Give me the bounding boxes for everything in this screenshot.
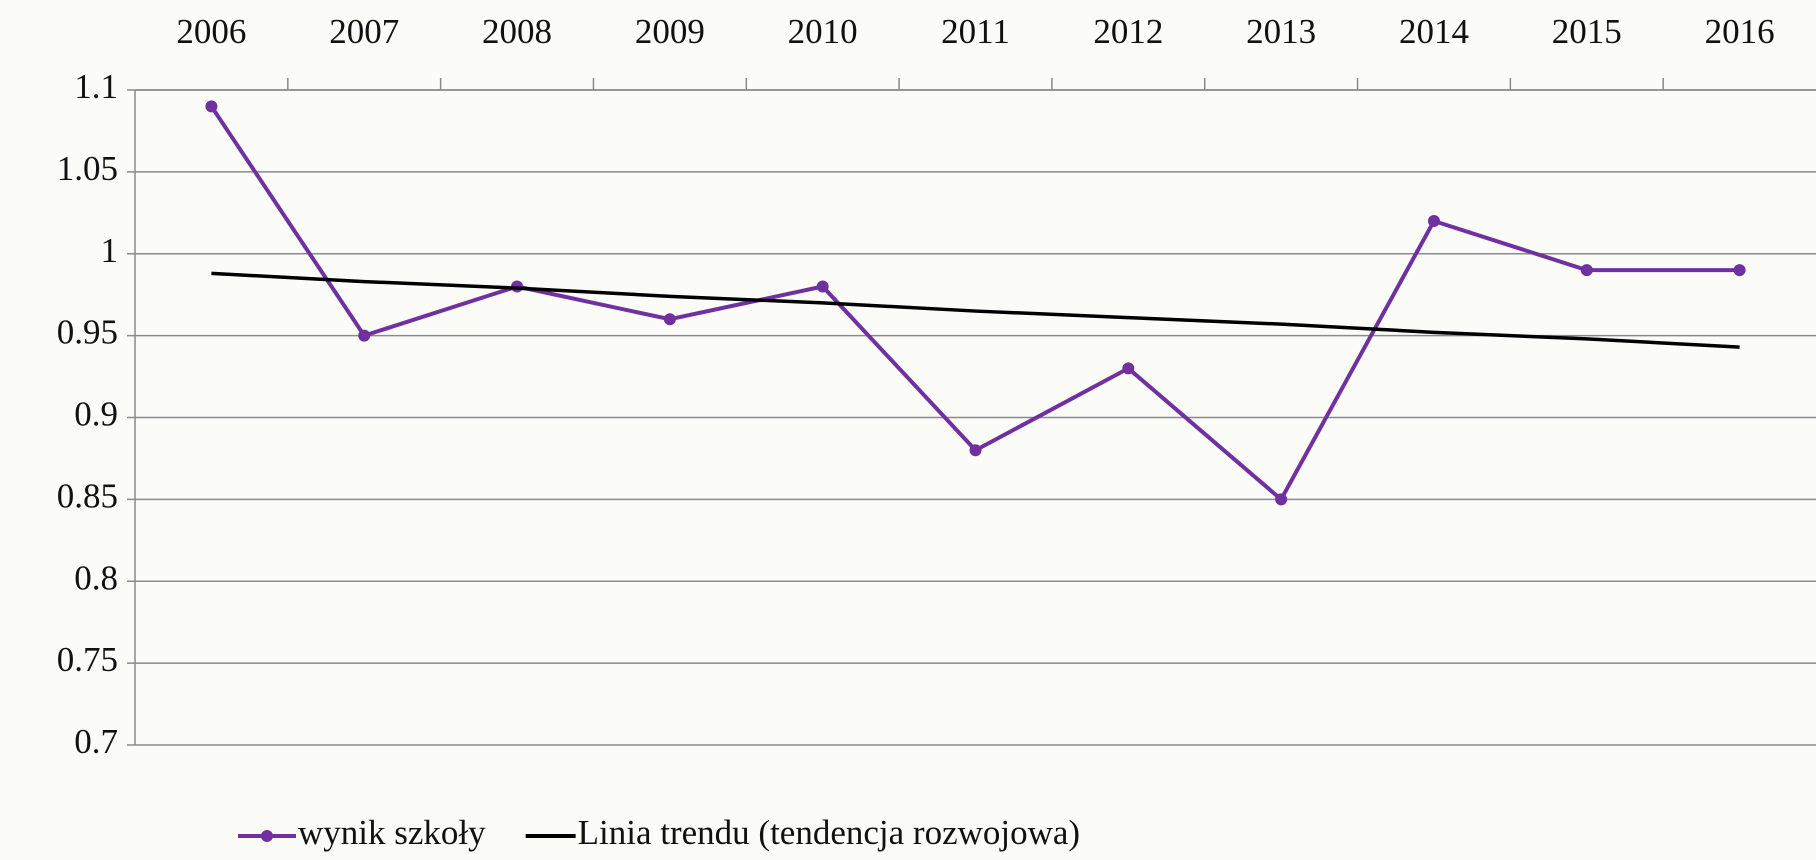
- y-tick-label: 1.05: [57, 149, 118, 188]
- y-tick-label: 1.1: [74, 67, 118, 106]
- data-point: [1733, 264, 1746, 277]
- y-tick-label: 0.7: [74, 722, 118, 761]
- legend-label: Linia trendu (tendencja rozwojowa): [578, 813, 1080, 852]
- data-point: [1275, 493, 1288, 506]
- y-tick-label: 0.95: [57, 313, 118, 352]
- x-tick-label: 2011: [941, 12, 1010, 51]
- y-tick-label: 0.75: [57, 640, 118, 679]
- y-tick-label: 0.85: [57, 476, 118, 515]
- x-tick-label: 2008: [482, 12, 552, 51]
- data-point: [1580, 264, 1593, 277]
- legend-label: wynik szkoły: [298, 813, 486, 852]
- x-tick-label: 2016: [1705, 12, 1775, 51]
- legend-marker: [261, 830, 273, 842]
- x-tick-label: 2013: [1246, 12, 1316, 51]
- x-tick-label: 2009: [635, 12, 705, 51]
- x-tick-label: 2014: [1399, 12, 1469, 51]
- data-point: [969, 444, 982, 457]
- data-point: [663, 313, 676, 326]
- data-point: [816, 280, 829, 293]
- x-tick-label: 2006: [176, 12, 246, 51]
- series-line: [211, 271, 1740, 349]
- data-point: [205, 100, 218, 113]
- y-tick-label: 1: [101, 231, 119, 270]
- series-line: [209, 105, 1740, 503]
- x-tick-label: 2007: [329, 12, 399, 51]
- x-tick-label: 2015: [1552, 12, 1622, 51]
- y-tick-label: 0.8: [74, 558, 118, 597]
- y-tick-label: 0.9: [74, 395, 118, 434]
- x-tick-label: 2010: [788, 12, 858, 51]
- x-tick-label: 2012: [1093, 12, 1163, 51]
- data-point: [1122, 362, 1135, 375]
- data-point: [358, 329, 371, 342]
- data-point: [1427, 215, 1440, 227]
